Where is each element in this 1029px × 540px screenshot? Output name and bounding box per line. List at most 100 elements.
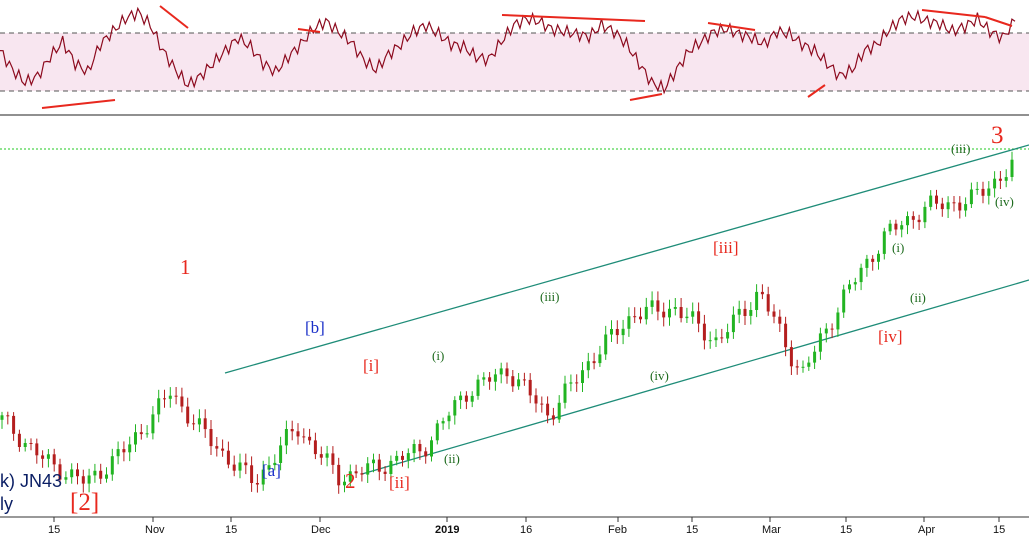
candle-body: [522, 379, 526, 381]
candle-body: [23, 443, 27, 447]
candle-body: [853, 282, 857, 285]
rsi-trendline: [807, 84, 826, 98]
wave-label-2: 2: [345, 469, 356, 493]
candle-body: [720, 337, 724, 339]
candle-body: [424, 451, 428, 457]
candle-body: [145, 433, 149, 435]
candle-body: [592, 361, 596, 364]
candle-body: [464, 395, 468, 402]
wave-label-(ii)-minor: (ii): [910, 290, 926, 305]
candle-body: [546, 403, 550, 416]
candle-body: [581, 370, 584, 383]
candle-body: [267, 465, 271, 470]
candle-body: [830, 328, 834, 330]
candle-body: [517, 379, 521, 387]
wave-label-(iii)-minor: (iii): [951, 141, 971, 156]
rsi-line: [0, 6, 1016, 95]
candle-body: [412, 444, 416, 454]
candle-body: [981, 188, 985, 196]
candle-body: [151, 414, 155, 434]
candle-body: [575, 382, 579, 384]
candle-body: [540, 403, 544, 405]
candle-body: [0, 415, 4, 420]
candle-body: [604, 334, 608, 355]
candle-body: [975, 188, 979, 190]
symbol-label: k) JN43: [0, 471, 62, 491]
candle-body: [273, 462, 277, 466]
x-tick: Mar: [762, 524, 781, 536]
candle-body: [226, 450, 230, 465]
candle-body: [470, 395, 474, 402]
candle-body: [871, 258, 875, 262]
candle-body: [238, 462, 242, 471]
candle-body: [528, 379, 532, 396]
candle-body: [551, 415, 555, 420]
candle-body: [128, 444, 132, 453]
candle-body: [81, 476, 85, 484]
candle-body: [58, 464, 62, 480]
candle-body: [935, 195, 938, 204]
rsi-panel: [0, 5, 1029, 109]
x-tick: Apr: [918, 524, 935, 536]
rsi-trendline: [501, 14, 646, 22]
candle-body: [203, 418, 207, 430]
candle-body: [766, 294, 770, 312]
candle-body: [726, 332, 730, 339]
candle-body: [401, 455, 404, 460]
candle-body: [105, 474, 108, 479]
candle-body: [940, 203, 944, 210]
candle-body: [493, 374, 497, 382]
candle-body: [923, 206, 927, 223]
candle-body: [644, 306, 648, 320]
candle-body: [563, 383, 567, 403]
candle-body: [964, 204, 968, 211]
candle-body: [836, 312, 840, 330]
candle-body: [430, 440, 433, 457]
candle-body: [250, 465, 254, 483]
wave-label-[2]: [2]: [70, 489, 99, 516]
candle-body: [615, 329, 619, 336]
candle-body: [633, 316, 637, 318]
rsi-trendline: [921, 9, 986, 18]
channel-lower-line: [361, 279, 1029, 475]
candle-body: [859, 267, 863, 283]
period-label: ly: [0, 494, 13, 514]
candle-body: [372, 459, 375, 464]
candle-body: [302, 436, 306, 438]
wave-label-[a]: [a]: [262, 461, 281, 480]
candle-body: [656, 300, 660, 312]
candle-body: [17, 433, 21, 447]
candle-body: [453, 400, 457, 416]
rsi-trendline: [984, 16, 1013, 27]
wave-label-(i): (i): [432, 348, 444, 363]
wave-label-1: 1: [180, 255, 191, 279]
candle-body: [76, 469, 79, 477]
candle-body: [284, 429, 288, 446]
x-tick: 16: [520, 524, 532, 536]
x-tick: 15: [840, 524, 852, 536]
candle-body: [116, 449, 120, 457]
candle-body: [772, 311, 776, 317]
candle-body: [917, 219, 921, 223]
candle-body: [731, 314, 735, 333]
candle-body: [621, 328, 625, 336]
candle-body: [778, 316, 782, 324]
candle-body: [343, 481, 346, 486]
candle-body: [488, 377, 492, 382]
candle-body: [215, 446, 219, 449]
wave-label-(iv): (iv): [650, 368, 669, 383]
candle-body: [29, 443, 33, 444]
price-candles: [0, 151, 1014, 494]
candle-body: [46, 454, 50, 459]
x-tick: 15: [686, 524, 698, 536]
candle-body: [505, 368, 509, 377]
time-axis: 15 Nov 15 Dec 2019 16 Feb 15 Mar 15 Apr …: [48, 524, 1005, 536]
candle-body: [482, 377, 486, 380]
candle-body: [894, 223, 898, 230]
candle-body: [232, 464, 236, 471]
candle-body: [673, 307, 677, 309]
x-tick: 15: [225, 524, 237, 536]
candle-body: [685, 316, 689, 319]
candle-body: [952, 202, 956, 204]
candle-body: [110, 456, 114, 475]
